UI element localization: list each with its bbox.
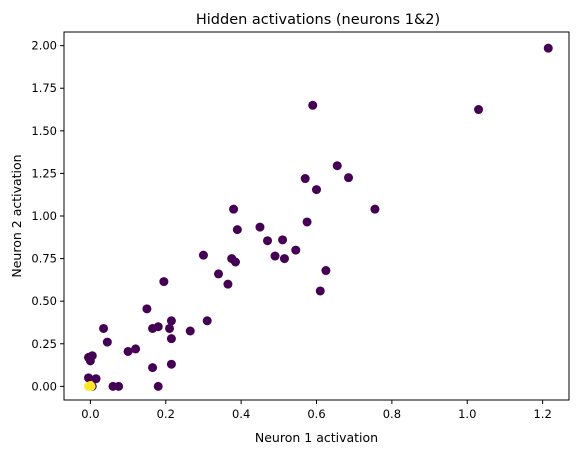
data-point-class-0: [230, 257, 240, 267]
data-point-class-0: [223, 279, 233, 289]
data-point-class-0: [166, 316, 176, 326]
data-point-class-0: [185, 326, 195, 336]
data-point-class-0: [148, 363, 158, 373]
data-point-class-0: [278, 235, 288, 245]
data-point-class-0: [166, 334, 176, 344]
x-tick-label: 1.0: [458, 407, 476, 421]
data-point-class-0: [255, 222, 265, 232]
data-point-class-0: [198, 250, 208, 260]
y-tick-label: 1.25: [31, 166, 57, 180]
data-point-class-0: [202, 316, 212, 326]
data-point-class-0: [312, 185, 321, 195]
x-tick-label: 0.4: [232, 407, 250, 421]
data-point-class-0: [543, 43, 553, 53]
data-point-class-0: [131, 344, 141, 354]
data-point-class-0: [300, 174, 310, 184]
x-tick-label: 0.8: [383, 407, 401, 421]
x-tick-label: 0.0: [81, 407, 99, 421]
data-point-class-0: [83, 373, 93, 383]
data-point-class-0: [263, 236, 273, 246]
data-point-class-0: [123, 346, 133, 356]
data-point-class-0: [166, 359, 176, 369]
x-axis-label: Neuron 1 activation: [255, 430, 378, 445]
data-point-class-0: [85, 356, 95, 366]
y-axis-label: Neuron 2 activation: [9, 154, 24, 277]
data-point-class-0: [99, 323, 109, 333]
data-point-class-0: [344, 173, 354, 183]
data-point-class-0: [291, 245, 301, 255]
chart-title: Hidden activations (neurons 1&2): [196, 12, 440, 28]
y-tick-label: 0.00: [31, 379, 57, 393]
y-tick-label: 0.25: [31, 337, 57, 351]
x-tick-label: 0.6: [307, 407, 325, 421]
data-point-class-0: [153, 322, 163, 332]
data-point-class-0: [142, 304, 152, 314]
plot-frame: [63, 31, 570, 401]
data-point-class-0: [302, 217, 312, 227]
x-tick-label: 1.2: [533, 407, 551, 421]
y-tick-label: 1.50: [31, 124, 57, 138]
data-point-class-0: [308, 100, 318, 110]
data-point-class-0: [165, 323, 175, 333]
y-tick-label: 1.75: [31, 81, 57, 95]
y-tick-label: 1.00: [31, 209, 57, 223]
y-axis-ticks: 0.00 0.25 0.50 0.75 1.00 1.25 1.50 1.75 2.00: [31, 39, 64, 393]
data-point-class-0: [279, 254, 289, 264]
y-tick-label: 0.75: [31, 252, 57, 266]
data-point-class-0: [270, 251, 280, 261]
data-point-class-0: [102, 337, 112, 347]
scatter-points: [83, 43, 553, 391]
data-point-class-0: [229, 204, 239, 214]
data-point-class-0: [315, 286, 325, 296]
data-point-class-0: [370, 204, 380, 214]
data-point-class-0: [332, 161, 342, 171]
y-tick-label: 2.00: [31, 39, 57, 53]
x-tick-label: 0.2: [157, 407, 175, 421]
data-point-class-1: [86, 381, 96, 391]
data-point-class-0: [321, 266, 331, 276]
y-tick-label: 0.50: [31, 294, 57, 308]
data-point-class-0: [153, 381, 163, 391]
x-axis-ticks: 0.0 0.2 0.4 0.6 0.8 1.0 1.2: [81, 400, 552, 421]
data-point-class-0: [232, 225, 242, 235]
data-point-class-0: [214, 269, 224, 279]
data-point-class-0: [159, 277, 169, 287]
data-point-class-0: [91, 374, 101, 384]
data-point-class-0: [114, 381, 124, 391]
data-point-class-0: [474, 105, 484, 115]
